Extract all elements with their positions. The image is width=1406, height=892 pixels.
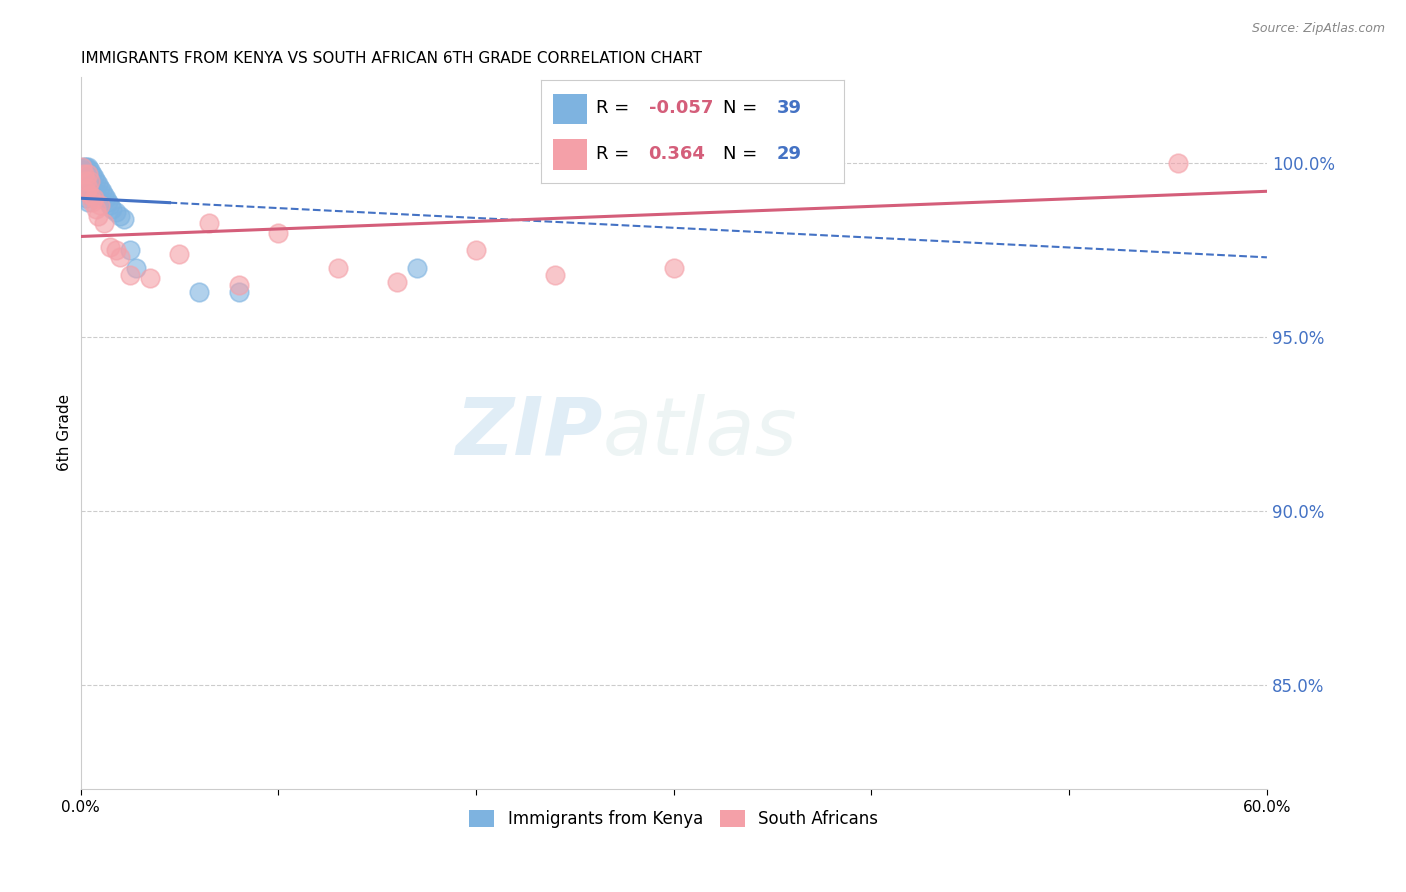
Point [82, 181, 104, 195]
Text: ZIP: ZIP [456, 394, 603, 472]
Point [87, 178, 110, 192]
Bar [554, 139, 586, 169]
Y-axis label: 6th Grade: 6th Grade [58, 394, 72, 472]
Point [79, 187, 101, 202]
Point [1167, 156, 1189, 170]
Point [86, 174, 108, 188]
Point [79, 174, 101, 188]
Text: 39: 39 [778, 100, 801, 118]
Point [73, 170, 96, 185]
Text: 29: 29 [778, 145, 801, 162]
Point [83, 191, 105, 205]
Text: -0.057: -0.057 [648, 100, 713, 118]
Point [86, 202, 108, 216]
Point [77, 194, 100, 209]
Text: IMMIGRANTS FROM KENYA VS SOUTH AFRICAN 6TH GRADE CORRELATION CHART: IMMIGRANTS FROM KENYA VS SOUTH AFRICAN 6… [80, 51, 702, 66]
Text: R =: R = [596, 145, 641, 162]
Point [118, 268, 141, 282]
Point [326, 260, 349, 275]
Point [198, 216, 221, 230]
Point [75, 174, 97, 188]
Point [138, 271, 160, 285]
Point [405, 260, 427, 275]
Point [75, 167, 97, 181]
Point [118, 244, 141, 258]
Point [108, 209, 131, 223]
Point [465, 244, 488, 258]
Point [91, 184, 114, 198]
Point [544, 268, 567, 282]
Point [75, 191, 97, 205]
Point [125, 260, 148, 275]
Point [169, 247, 191, 261]
Point [73, 167, 96, 181]
Point [228, 285, 250, 299]
Text: R =: R = [596, 100, 634, 118]
Point [75, 184, 97, 198]
Point [77, 167, 100, 181]
Point [96, 191, 118, 205]
Point [97, 194, 120, 209]
Point [77, 181, 100, 195]
Point [75, 178, 97, 192]
Point [267, 226, 290, 240]
Point [86, 187, 108, 202]
Text: atlas: atlas [603, 394, 797, 472]
Text: N =: N = [723, 145, 762, 162]
Text: Source: ZipAtlas.com: Source: ZipAtlas.com [1251, 22, 1385, 36]
Point [75, 160, 97, 174]
Point [79, 187, 101, 202]
Point [101, 202, 124, 216]
Point [188, 285, 211, 299]
Legend: Immigrants from Kenya, South Africans: Immigrants from Kenya, South Africans [463, 803, 884, 834]
Point [98, 240, 121, 254]
Point [72, 174, 94, 188]
Point [73, 160, 96, 174]
Point [385, 275, 408, 289]
Point [77, 167, 100, 181]
Point [79, 163, 101, 178]
Point [89, 198, 111, 212]
Point [77, 160, 100, 174]
Point [83, 184, 105, 198]
Point [72, 160, 94, 174]
Point [77, 181, 100, 195]
Point [112, 212, 135, 227]
Point [93, 216, 115, 230]
Point [73, 184, 96, 198]
Bar [554, 94, 586, 124]
Point [87, 209, 110, 223]
Point [82, 194, 104, 209]
Point [98, 198, 121, 212]
Point [93, 187, 115, 202]
Point [89, 181, 111, 195]
Point [554, 156, 576, 170]
Point [662, 260, 685, 275]
Text: N =: N = [723, 100, 762, 118]
Point [82, 167, 104, 181]
Point [79, 174, 101, 188]
Point [108, 250, 131, 264]
Point [105, 244, 128, 258]
Point [83, 170, 105, 185]
Point [105, 205, 128, 219]
Text: 0.364: 0.364 [648, 145, 706, 162]
Point [228, 278, 250, 293]
Point [72, 163, 94, 178]
